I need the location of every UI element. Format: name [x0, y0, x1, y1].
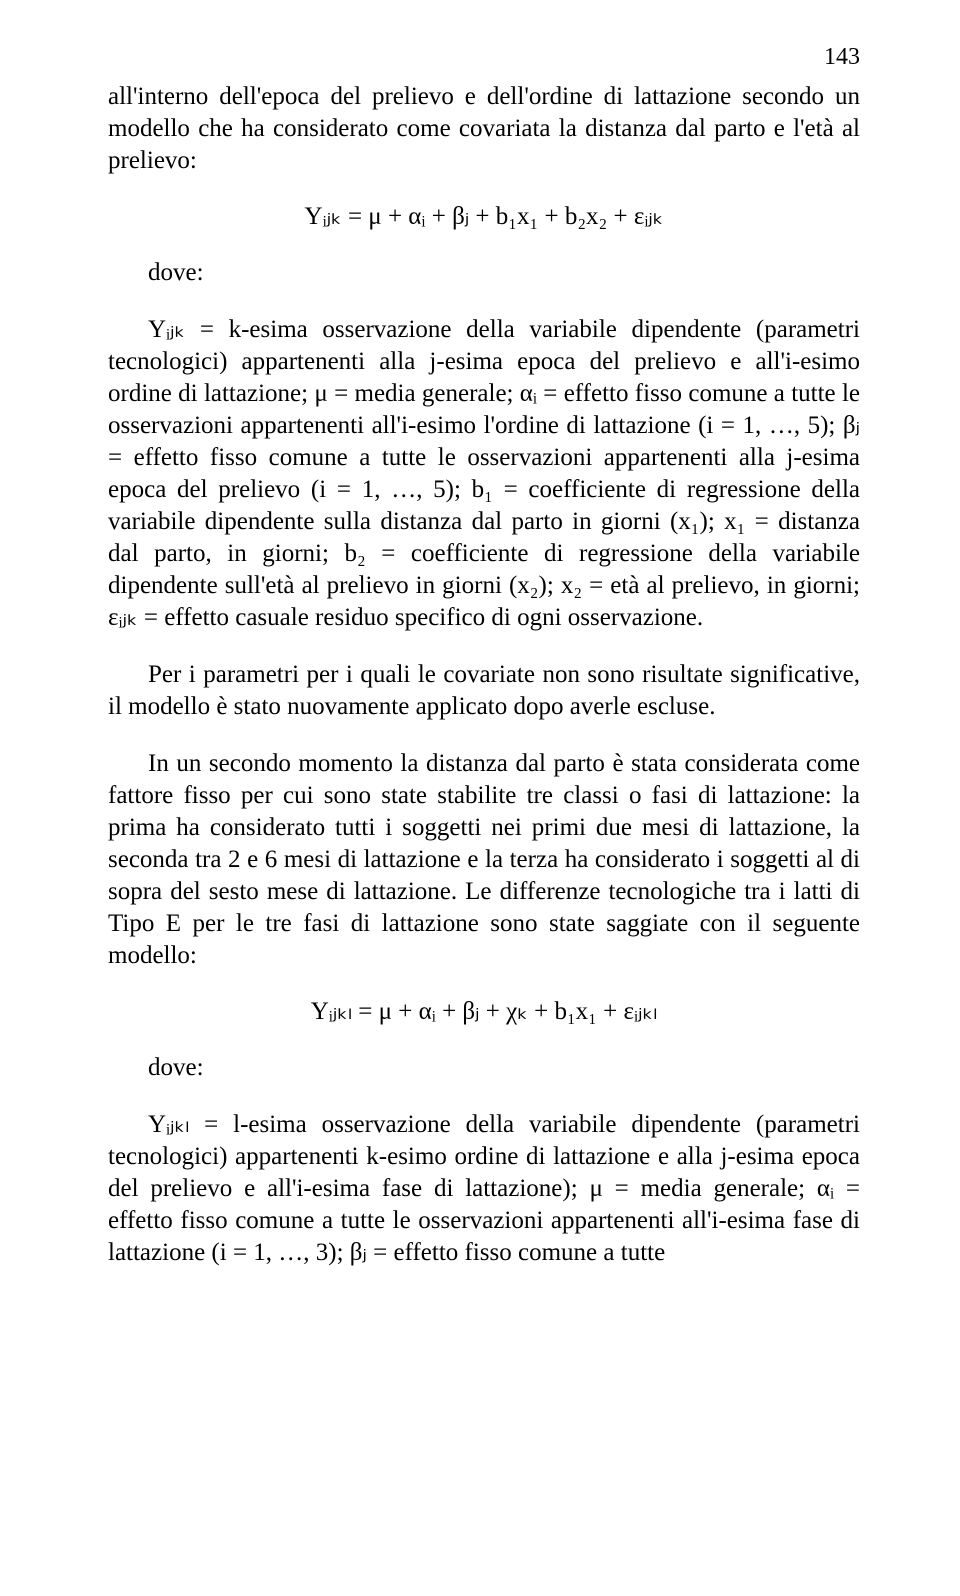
intro-paragraph: all'interno dell'epoca del prelievo e de… — [108, 81, 860, 177]
definition-paragraph-1: Yᵢⱼₖ = k-esima osservazione della variab… — [108, 314, 860, 634]
covariate-note-paragraph: Per i parametri per i quali le covariate… — [108, 659, 860, 723]
dove-label-1: dove: — [148, 257, 860, 289]
definition-paragraph-2: Yᵢⱼₖₗ = l-esima osservazione della varia… — [108, 1109, 860, 1269]
second-model-intro-paragraph: In un secondo momento la distanza dal pa… — [108, 748, 860, 972]
equation-2: Yᵢⱼₖₗ = μ + αᵢ + βⱼ + χₖ + b₁x₁ + εᵢⱼₖₗ — [108, 996, 860, 1028]
dove-label-2: dove: — [148, 1052, 860, 1084]
equation-1: Yᵢⱼₖ = μ + αᵢ + βⱼ + b₁x₁ + b₂x₂ + εᵢⱼₖ — [108, 201, 860, 233]
page-number: 143 — [824, 42, 860, 73]
